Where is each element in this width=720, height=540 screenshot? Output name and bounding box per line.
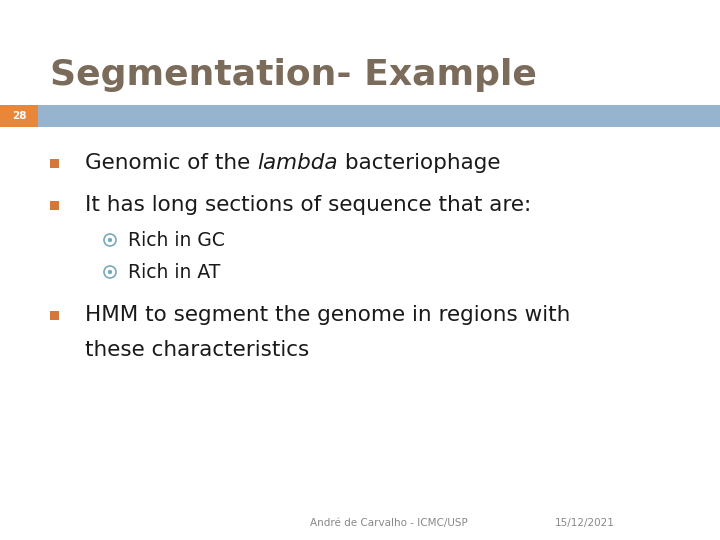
Text: lambda: lambda — [257, 153, 338, 173]
Circle shape — [108, 270, 112, 274]
FancyBboxPatch shape — [50, 310, 59, 320]
FancyBboxPatch shape — [50, 159, 59, 167]
Text: Genomic of the: Genomic of the — [85, 153, 257, 173]
Text: 28: 28 — [12, 111, 26, 121]
Text: these characteristics: these characteristics — [85, 340, 310, 360]
FancyBboxPatch shape — [0, 105, 38, 127]
Text: bacteriophage: bacteriophage — [338, 153, 500, 173]
Text: André de Carvalho - ICMC/USP: André de Carvalho - ICMC/USP — [310, 518, 468, 528]
Text: It has long sections of sequence that are:: It has long sections of sequence that ar… — [85, 195, 531, 215]
Text: Rich in AT: Rich in AT — [128, 262, 220, 281]
FancyBboxPatch shape — [50, 200, 59, 210]
Text: 15/12/2021: 15/12/2021 — [555, 518, 615, 528]
Circle shape — [108, 238, 112, 242]
Text: HMM to segment the genome in regions with: HMM to segment the genome in regions wit… — [85, 305, 570, 325]
Text: Rich in GC: Rich in GC — [128, 231, 225, 249]
Text: Segmentation- Example: Segmentation- Example — [50, 58, 537, 92]
FancyBboxPatch shape — [38, 105, 720, 127]
